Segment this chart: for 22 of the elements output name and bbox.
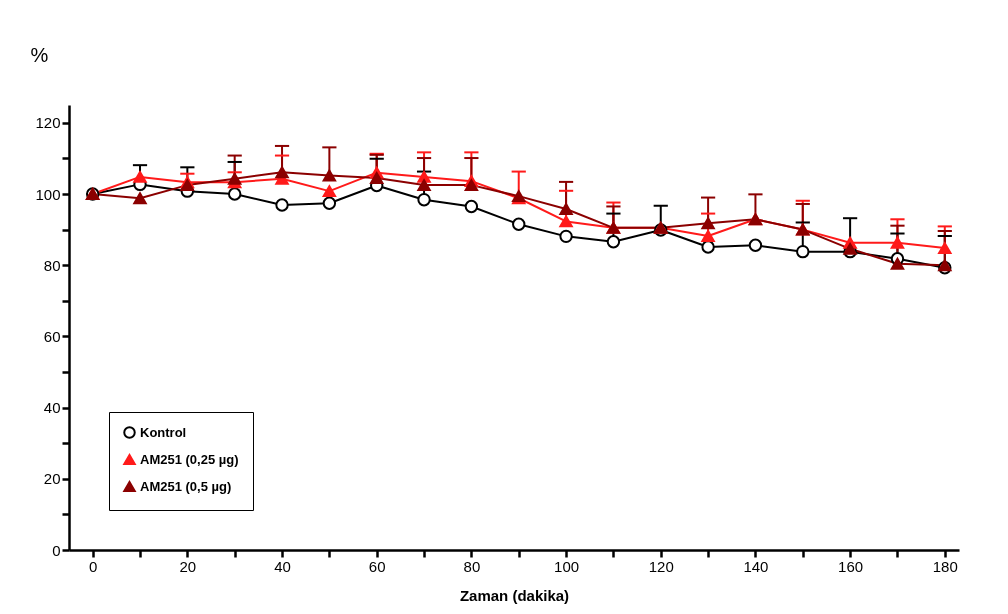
y-tick-label: 60 — [43, 327, 61, 345]
x-tick-label: 0 — [89, 557, 98, 575]
x-tick-label: 80 — [463, 557, 481, 575]
y-axis-title: % — [30, 43, 49, 66]
legend-label: Kontrol — [140, 424, 187, 440]
x-tick-label: 60 — [368, 557, 386, 575]
y-tick-label: 40 — [43, 399, 61, 417]
legend-label: AM251 (0,25 µg) — [140, 451, 239, 467]
x-tick-label: 180 — [932, 557, 958, 575]
y-tick-label: 100 — [35, 185, 61, 203]
x-axis-title: Zaman (dakika) — [459, 586, 570, 604]
x-tick-label: 20 — [179, 557, 197, 575]
x-tick-label: 160 — [838, 557, 864, 575]
y-tick-label: 120 — [35, 114, 61, 132]
y-tick-label: 20 — [43, 470, 61, 488]
x-tick-label: 100 — [554, 557, 580, 575]
x-tick-label: 140 — [743, 557, 769, 575]
y-tick-label: 0 — [52, 541, 61, 559]
x-tick-label: 40 — [274, 557, 291, 575]
x-tick-label: 120 — [648, 557, 674, 575]
y-tick-label: 80 — [43, 256, 61, 274]
legend-label: AM251 (0,5 µg) — [140, 478, 232, 494]
